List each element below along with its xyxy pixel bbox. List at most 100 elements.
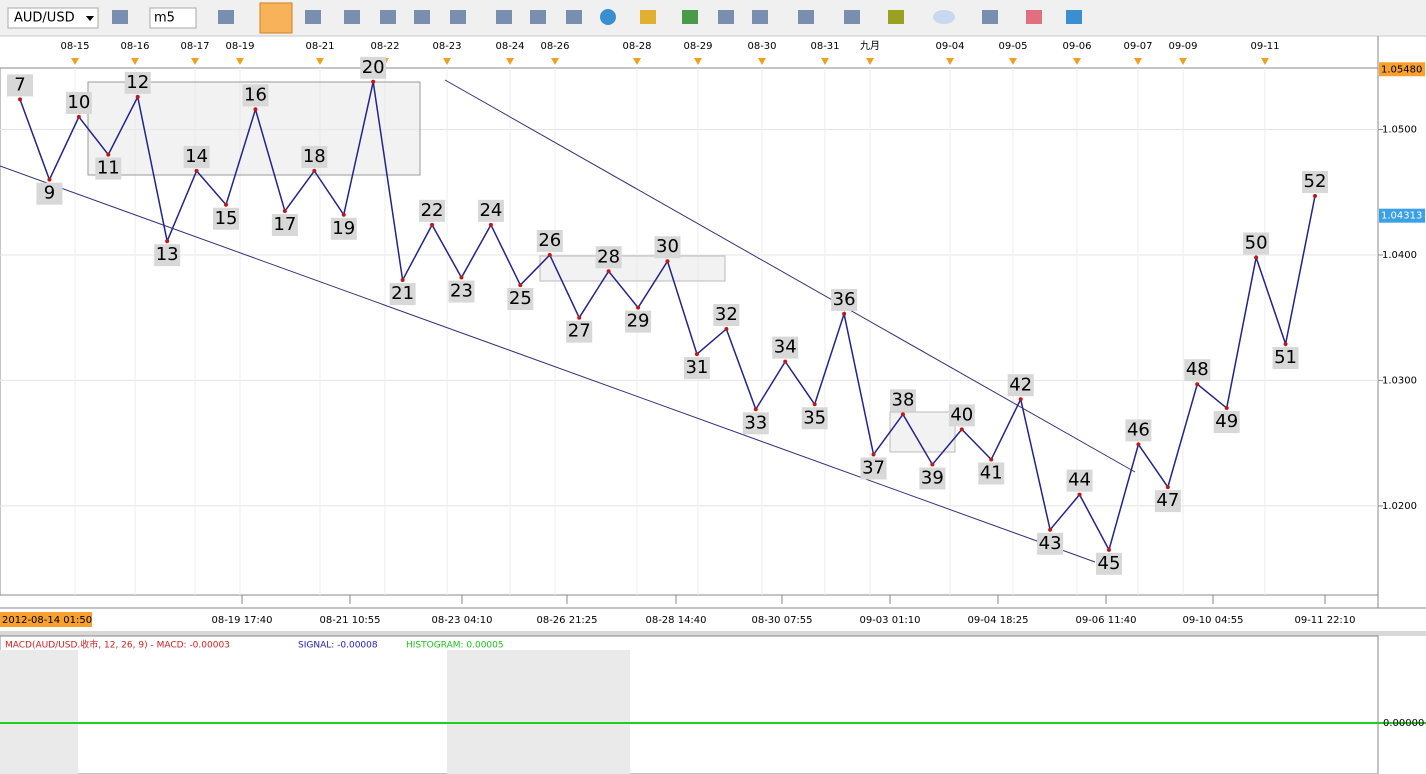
wave-label-box bbox=[1007, 374, 1034, 397]
price-tag bbox=[1379, 62, 1425, 77]
date-label: 09-07 bbox=[1123, 41, 1152, 52]
wave-label-box bbox=[831, 288, 858, 311]
active-tool[interactable] bbox=[259, 2, 293, 34]
wave-point bbox=[1165, 485, 1170, 490]
event-marker bbox=[694, 58, 702, 65]
wave-label: 43 bbox=[1039, 533, 1062, 554]
macd-title: MACD(AUD/USD.收市, 12, 26, 9) - MACD: -0.0… bbox=[5, 639, 230, 651]
wave-label-box bbox=[477, 199, 504, 222]
wave-label: 41 bbox=[980, 462, 1003, 483]
event-marker bbox=[443, 58, 451, 65]
wave-label: 30 bbox=[656, 236, 679, 257]
wave-label: 20 bbox=[362, 57, 385, 78]
wave-point bbox=[547, 252, 552, 257]
date-label: 08-29 bbox=[683, 41, 712, 52]
wave-label-box bbox=[713, 303, 740, 326]
date-label: 09-06 bbox=[1062, 41, 1091, 52]
date-label: 08-23 bbox=[432, 41, 461, 52]
event-marker bbox=[1073, 58, 1081, 65]
wave-point bbox=[694, 352, 699, 357]
wave-label: 12 bbox=[126, 72, 149, 93]
symbol-select[interactable] bbox=[7, 7, 99, 29]
time-label: 09-11 22:10 bbox=[1294, 615, 1355, 626]
time-label: 08-19 17:40 bbox=[211, 615, 272, 626]
wave-label-box bbox=[978, 462, 1005, 485]
wave-label: 7 bbox=[14, 74, 25, 95]
start-tag bbox=[0, 612, 92, 627]
wave-point bbox=[1018, 397, 1023, 402]
wave-point bbox=[930, 462, 935, 467]
timeframe-select[interactable] bbox=[149, 7, 197, 29]
date-label: 08-28 bbox=[622, 41, 651, 52]
range-box bbox=[889, 411, 956, 453]
wave-label: 24 bbox=[479, 200, 502, 221]
date-label: 08-17 bbox=[180, 41, 209, 52]
wave-label-box bbox=[154, 244, 181, 267]
wave-label-box bbox=[1037, 532, 1064, 555]
wave-label: 35 bbox=[803, 407, 826, 428]
wave-label: 29 bbox=[627, 311, 650, 332]
wave-label-box bbox=[889, 389, 916, 412]
wave-label-box bbox=[183, 145, 210, 168]
wave-label-box bbox=[95, 157, 122, 180]
wave-point bbox=[753, 407, 758, 412]
date-label: 08-19 bbox=[225, 41, 254, 52]
wave-point bbox=[459, 275, 464, 280]
macd-tick-label: 0.00000 bbox=[1383, 718, 1424, 729]
wave-label: 9 bbox=[44, 183, 55, 204]
event-marker bbox=[758, 58, 766, 65]
wave-label: 34 bbox=[774, 337, 797, 358]
event-marker bbox=[236, 58, 244, 65]
wave-label: 26 bbox=[538, 230, 561, 251]
wave-point bbox=[1283, 342, 1288, 347]
wave-label-box bbox=[566, 320, 593, 343]
wave-label-box bbox=[1213, 411, 1240, 434]
date-label: 08-22 bbox=[370, 41, 399, 52]
wave-point bbox=[371, 79, 376, 84]
wave-label-box bbox=[1272, 347, 1299, 370]
y-tick-label: 1.0500 bbox=[1382, 124, 1417, 135]
wave-label: 28 bbox=[597, 246, 620, 267]
wave-point bbox=[165, 239, 170, 244]
wave-point bbox=[783, 359, 788, 364]
wave-label: 39 bbox=[921, 468, 944, 489]
date-label: 08-31 bbox=[810, 41, 839, 52]
date-label: 九月 bbox=[860, 40, 880, 52]
y-tick-label: 1.0200 bbox=[1382, 501, 1417, 512]
date-label: 08-24 bbox=[495, 41, 524, 52]
wave-label-box bbox=[1243, 232, 1270, 255]
date-label: 08-21 bbox=[305, 41, 334, 52]
wave-point bbox=[106, 152, 111, 157]
wave-point bbox=[577, 315, 582, 320]
wave-label-box bbox=[625, 310, 652, 333]
wave-label: 36 bbox=[833, 289, 856, 310]
wave-point bbox=[606, 269, 611, 274]
wave-label-box bbox=[419, 199, 446, 222]
wave-label: 45 bbox=[1098, 553, 1121, 574]
event-marker bbox=[1179, 58, 1187, 65]
wave-label-box bbox=[1125, 419, 1152, 442]
wave-label-box bbox=[7, 74, 33, 97]
wave-label-box bbox=[301, 145, 328, 168]
date-label: 08-15 bbox=[60, 41, 89, 52]
wave-label: 14 bbox=[185, 146, 208, 167]
wave-label: 38 bbox=[892, 389, 915, 410]
wave-point bbox=[1254, 255, 1259, 260]
wave-point bbox=[1077, 492, 1082, 497]
wave-point bbox=[488, 222, 493, 227]
wave-label: 42 bbox=[1009, 374, 1032, 395]
wave-label-box bbox=[536, 229, 563, 252]
wave-label: 44 bbox=[1068, 470, 1091, 491]
wave-point bbox=[224, 202, 229, 207]
wave-label-box bbox=[65, 91, 92, 114]
wave-label: 47 bbox=[1156, 490, 1179, 511]
event-marker bbox=[506, 58, 514, 65]
time-label: 09-03 01:10 bbox=[859, 615, 920, 626]
wave-point bbox=[665, 259, 670, 264]
bottom-time-axis: 08-19 17:40 08-21 10:55 08-23 04:10 08-26 2… bbox=[211, 595, 1356, 626]
macd-panel bbox=[0, 635, 1379, 774]
event-marker bbox=[131, 58, 139, 65]
wave-label: 18 bbox=[303, 146, 326, 167]
